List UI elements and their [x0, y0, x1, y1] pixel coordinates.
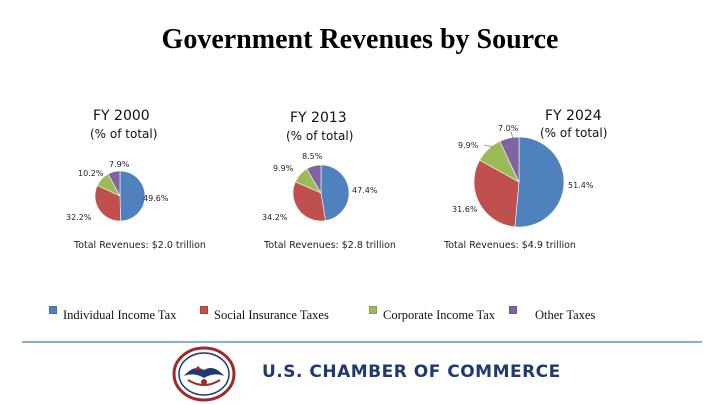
legend-item-corporate: Corporate Income Tax [369, 306, 495, 323]
pie-label-fy2013-corporate: 9.9% [273, 164, 294, 173]
legend-label-corporate: Corporate Income Tax [383, 308, 496, 322]
pie-label-fy2024-corporate: 9.9% [458, 141, 479, 150]
legend-label-social: Social Insurance Taxes [214, 308, 329, 322]
total-revenue-fy2024: Total Revenues: $4.9 trillion [444, 240, 576, 251]
organization-name: U.S. CHAMBER OF COMMERCE [262, 362, 561, 382]
legend-label-other: Other Taxes [535, 308, 596, 322]
legend-item-social: Social Insurance Taxes [200, 306, 329, 323]
pie-chart-fy2024 [473, 136, 565, 228]
total-revenue-fy2013: Total Revenues: $2.8 trillion [264, 240, 396, 251]
pie-slice-fy2013-individual [320, 164, 350, 221]
legend-swatch-other [509, 306, 517, 314]
pie-label-fy2013-individual: 47.4% [352, 186, 378, 195]
pie-slice-fy2024-individual [514, 136, 565, 228]
pie-label-fy2000-corporate: 10.2% [78, 169, 104, 178]
pie-label-fy2024-social: 31.6% [452, 205, 478, 214]
legend-item-other: Other Taxes [509, 306, 595, 323]
pie-label-fy2000-other: 7.9% [109, 160, 130, 169]
chamber-seal-icon [172, 346, 236, 402]
pie-slice-fy2000-individual [119, 170, 146, 222]
pie-title-fy2024: FY 2024 [545, 108, 602, 124]
pie-chart-fy2000 [94, 170, 146, 222]
pie-slice-fy2000-social [94, 185, 121, 222]
leader-line-fy2024-corporate [483, 144, 494, 148]
pie-label-fy2000-individual: 49.6% [143, 194, 169, 203]
legend-swatch-corporate [369, 306, 377, 314]
pie-label-fy2024-other: 7.0% [498, 124, 519, 133]
footer-divider [22, 341, 702, 343]
leader-line-fy2024-other [510, 131, 514, 139]
legend-swatch-individual [49, 306, 57, 314]
pie-slice-fy2024-other [499, 136, 520, 183]
pie-title-fy2013: FY 2013 [290, 110, 347, 126]
pie-label-fy2013-other: 8.5% [302, 152, 323, 161]
pie-slice-fy2013-other [306, 164, 322, 195]
chart-title: Government Revenues by Source [161, 24, 559, 55]
legend-item-individual: Individual Income Tax [49, 306, 176, 323]
legend-swatch-social [200, 306, 208, 314]
pie-title-fy2000: FY 2000 [93, 108, 150, 124]
legend-label-individual: Individual Income Tax [63, 308, 177, 322]
pie-subtitle-fy2013: (% of total) [286, 129, 354, 143]
pie-subtitle-fy2024: (% of total) [540, 126, 608, 140]
pie-label-fy2024-individual: 51.4% [568, 181, 594, 190]
pie-label-fy2000-social: 32.2% [66, 213, 92, 222]
pie-label-fy2013-social: 34.2% [262, 213, 288, 222]
pie-chart-fy2013 [292, 164, 350, 222]
pie-slice-fy2024-social [473, 159, 520, 228]
pie-subtitle-fy2000: (% of total) [90, 127, 158, 141]
total-revenue-fy2000: Total Revenues: $2.0 trillion [74, 240, 206, 251]
pie-slice-fy2000-other [107, 170, 121, 197]
